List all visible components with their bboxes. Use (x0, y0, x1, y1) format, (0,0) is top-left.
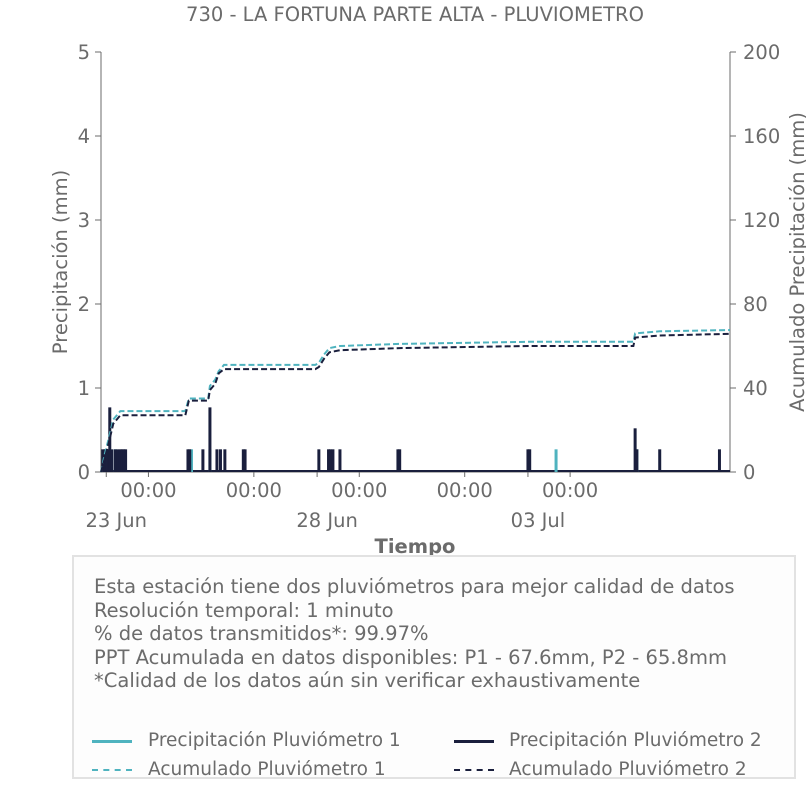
legend-swatch-p1-precip (92, 740, 132, 743)
x-time-tick-label: 00:00 (120, 479, 176, 502)
note-line: Resolución temporal: 1 minuto (94, 598, 394, 622)
legend-swatch-p2-precip (454, 740, 494, 743)
x-date-tick-label: 23 Jun (86, 509, 147, 532)
rainfall-chart: 730 - LA FORTUNA PARTE ALTA - PLUVIOMETR… (49, 3, 806, 558)
y-left-tick-label: 4 (78, 125, 90, 148)
y-left-tick-label: 2 (78, 293, 90, 316)
y-right-tick-label: 160 (743, 125, 780, 148)
x-axis-label: Tiempo (375, 535, 456, 558)
y-right-tick-label: 0 (743, 461, 755, 484)
y-left-tick-label: 3 (78, 209, 90, 232)
plot-area: 0 1 2 3 4 5 0 40 80 120 160 200 00:00 00:00 00:00 00:00… (78, 41, 781, 532)
cumulative-line (100, 329, 731, 473)
legend-label-p1-acum: Acumulado Pluviómetro 1 (148, 759, 386, 780)
x-time-tick-label: 00:00 (542, 479, 598, 502)
note-line: % de datos transmitidos*: 99.97% (94, 622, 429, 645)
y-right-tick-label: 120 (743, 209, 780, 232)
x-time-tick-label: 00:00 (331, 479, 387, 502)
x-time-tick-label: 00:00 (226, 479, 282, 502)
legend-swatch-p2-acum (454, 769, 494, 771)
station-notes: Esta estación tiene dos pluviómetros par… (94, 575, 735, 693)
y-axis-label-left: Precipitación (mm) (49, 170, 72, 354)
note-line: PPT Acumulada en datos disponibles: P1 -… (94, 645, 727, 669)
x-date-tick-label: 28 Jun (296, 509, 357, 532)
info-box: Esta estación tiene dos pluviómetros par… (72, 555, 796, 780)
x-time-tick-label: 00:00 (437, 479, 493, 502)
y-right-tick-label: 80 (743, 293, 768, 316)
legend-label-p2-acum: Acumulado Pluviómetro 2 (509, 759, 747, 780)
legend-label-p2-precip: Precipitación Pluviómetro 2 (509, 730, 762, 751)
legend-swatch-p1-acum (92, 769, 132, 771)
y-right-tick-label: 40 (743, 377, 768, 400)
legend-label-p1-precip: Precipitación Pluviómetro 1 (148, 730, 401, 751)
note-line: Esta estación tiene dos pluviómetros par… (94, 575, 735, 598)
y-left-tick-label: 0 (78, 461, 90, 484)
y-axis-label-right: Acumulado Precipitación (mm) (786, 112, 806, 412)
y-left-tick-label: 5 (78, 41, 90, 64)
cumulative-line (100, 332, 731, 473)
chart-title: 730 - LA FORTUNA PARTE ALTA - PLUVIOMETR… (186, 3, 644, 26)
y-right-tick-label: 200 (743, 41, 780, 64)
x-date-tick-label: 03 Jul (511, 509, 566, 532)
y-left-tick-label: 1 (78, 377, 90, 400)
note-line: *Calidad de los datos aún sin verificar … (94, 669, 641, 692)
